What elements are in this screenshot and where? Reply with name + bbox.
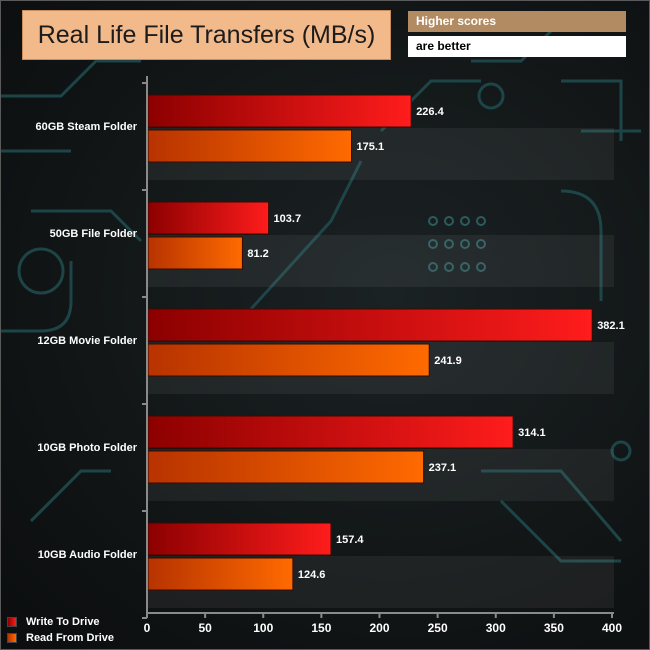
dot-decoration xyxy=(460,262,470,272)
dot-decoration xyxy=(460,239,470,249)
are-better-note: are better xyxy=(408,36,626,57)
read-value-label: 175.1 xyxy=(357,141,385,153)
read-value-label: 124.6 xyxy=(298,569,326,581)
write-value-label: 226.4 xyxy=(416,106,444,118)
x-tick-label: 150 xyxy=(311,621,331,635)
dot-decoration xyxy=(444,216,454,226)
x-tick-label: 400 xyxy=(602,621,622,635)
read-value-label: 241.9 xyxy=(434,355,462,367)
read-value-label: 81.2 xyxy=(247,248,268,260)
dot-decoration xyxy=(428,262,438,272)
write-bar xyxy=(147,415,514,449)
read-bar xyxy=(147,557,294,591)
category-label: 12GB Movie Folder xyxy=(37,335,137,347)
x-tick-label: 0 xyxy=(144,621,151,635)
dot-decoration xyxy=(444,262,454,272)
legend-write-label: Write To Drive xyxy=(26,616,100,628)
dot-decoration xyxy=(428,216,438,226)
dot-grid-decoration xyxy=(428,216,486,272)
chart-legend: Write To Drive Read From Drive xyxy=(7,614,114,646)
legend-read-label: Read From Drive xyxy=(26,632,115,644)
legend-item-read: Read From Drive xyxy=(7,630,114,646)
legend-read-swatch xyxy=(7,633,17,643)
circuit-background xyxy=(1,19,641,563)
dot-decoration xyxy=(460,216,470,226)
read-value-label: 237.1 xyxy=(429,462,457,474)
read-bar xyxy=(147,450,425,484)
x-tick-label: 350 xyxy=(544,621,564,635)
write-value-label: 157.4 xyxy=(336,534,364,546)
category-label: 10GB Audio Folder xyxy=(38,549,138,561)
x-tick-label: 300 xyxy=(486,621,506,635)
dot-decoration xyxy=(476,216,486,226)
legend-write-swatch xyxy=(7,617,17,627)
write-bar xyxy=(147,94,412,128)
dot-decoration xyxy=(444,239,454,249)
category-label: 60GB Steam Folder xyxy=(36,121,138,133)
x-tick-label: 250 xyxy=(428,621,448,635)
category-label: 50GB File Folder xyxy=(50,228,138,240)
write-bar xyxy=(147,522,332,556)
write-bar xyxy=(147,308,593,342)
axes-layer: 60GB Steam Folder 50GB File Folder 12GB Mo… xyxy=(36,76,622,635)
x-tick-label: 200 xyxy=(369,621,389,635)
bars-layer: 226.4 175.1 103.7 81.2 382.1 241.9 314.1 237.1 1… xyxy=(147,94,625,591)
write-value-label: 382.1 xyxy=(597,320,625,332)
read-bar xyxy=(147,236,243,270)
write-value-label: 314.1 xyxy=(518,427,546,439)
write-value-label: 103.7 xyxy=(274,213,302,225)
legend-item-write: Write To Drive xyxy=(7,614,114,630)
chart-title: Real Life File Transfers (MB/s) xyxy=(22,10,391,60)
higher-scores-note: Higher scores xyxy=(408,11,626,32)
read-bar xyxy=(147,343,430,377)
write-bar xyxy=(147,201,270,235)
read-bar xyxy=(147,129,353,163)
x-tick-label: 100 xyxy=(253,621,273,635)
x-tick-label: 50 xyxy=(198,621,212,635)
category-label: 10GB Photo Folder xyxy=(37,442,137,454)
dot-decoration xyxy=(476,262,486,272)
dot-decoration xyxy=(476,239,486,249)
dot-decoration xyxy=(428,239,438,249)
